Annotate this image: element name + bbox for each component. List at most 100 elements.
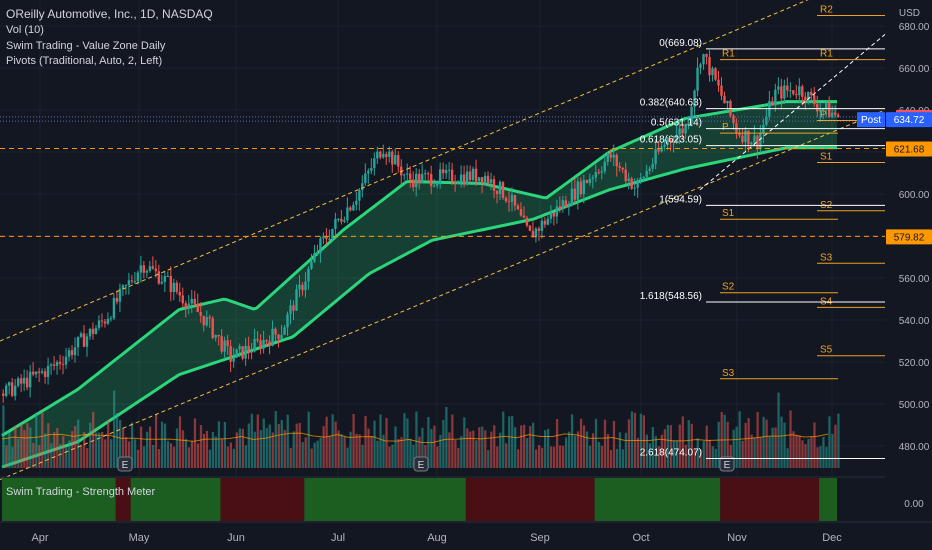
candle-body — [208, 317, 211, 319]
value-zone-fill — [2, 101, 838, 467]
volume-bar — [23, 430, 26, 468]
volume-bar — [292, 431, 295, 468]
volume-bar — [361, 444, 364, 468]
candle-body — [726, 100, 729, 104]
volume-bar — [2, 405, 5, 468]
volume-bar — [606, 434, 610, 468]
candle-body — [142, 265, 146, 273]
pivot-right-label-s5: S5 — [820, 345, 833, 356]
candle-body — [190, 298, 193, 304]
volume-bar — [762, 416, 765, 468]
volume-bar — [753, 437, 756, 468]
candle-body — [49, 364, 53, 366]
volume-bar — [355, 433, 358, 468]
volume-bar — [729, 444, 732, 468]
candle-body — [271, 328, 274, 346]
candle-body — [600, 171, 603, 173]
candle-body — [615, 154, 618, 167]
volume-bar — [196, 443, 200, 468]
candle-body — [819, 109, 822, 112]
candle-body — [642, 177, 645, 179]
indicator-value-zone-label[interactable]: Swim Trading - Value Zone Daily — [6, 40, 166, 52]
volume-bar — [373, 420, 376, 468]
candle-body — [76, 336, 80, 348]
volume-bar — [570, 414, 574, 468]
volume-bar — [346, 447, 349, 468]
candle-body — [651, 163, 654, 169]
volume-bar — [690, 423, 693, 468]
candle-body — [139, 265, 143, 273]
volume-bar — [801, 440, 804, 468]
candle-body — [750, 142, 753, 145]
candle-body — [804, 96, 807, 102]
volume-bar — [561, 445, 565, 468]
candle-body — [720, 85, 723, 96]
volume-bar — [765, 419, 768, 468]
candle-body — [193, 298, 196, 305]
candle-body — [633, 187, 636, 189]
volume-bar — [169, 443, 173, 468]
volume-bar — [133, 439, 137, 468]
candle-body — [361, 183, 364, 191]
volume-bar — [454, 440, 457, 468]
volume-bar — [187, 447, 191, 468]
candle-body — [286, 314, 289, 328]
candle-body — [756, 135, 759, 149]
candle-body — [256, 338, 259, 341]
trend-channel-lower — [0, 109, 886, 481]
indicator-volume-label[interactable]: Vol (10) — [6, 24, 44, 36]
volume-bar — [819, 446, 822, 468]
candle-body — [831, 112, 834, 118]
volume-bar — [777, 392, 780, 468]
fib-label-2.618: 2.618(474.07) — [640, 447, 702, 458]
volume-bar — [388, 446, 391, 468]
volume-bar — [283, 429, 286, 468]
candle-body — [196, 304, 199, 312]
volume-bar — [487, 449, 490, 468]
candle-body — [555, 206, 559, 217]
volume-bar — [217, 421, 221, 468]
volume-bar — [107, 420, 110, 468]
candle-body — [432, 185, 436, 187]
candle-body — [537, 228, 541, 231]
volume-bar — [612, 421, 616, 468]
volume-bar — [549, 446, 553, 468]
volume-ma — [1, 432, 829, 444]
candle-body — [91, 328, 95, 334]
volume-bar — [618, 432, 622, 468]
candle-body — [522, 215, 526, 218]
candle-body — [52, 364, 56, 366]
volume-bar — [448, 432, 451, 468]
volume-bar — [47, 423, 50, 468]
strength-meter-label[interactable]: Swim Trading - Strength Meter — [6, 486, 156, 498]
candle-body — [397, 155, 400, 167]
trend-line-white — [699, 34, 886, 191]
volume-bar — [684, 444, 687, 468]
strength-meter-segment-bull — [2, 478, 116, 521]
candle-body — [64, 356, 68, 365]
volume-bar — [122, 427, 125, 468]
indicator-pivots-label[interactable]: Pivots (Traditional, Auto, 2, Left) — [6, 55, 163, 67]
volume-bar — [382, 434, 385, 468]
candle-body — [624, 169, 627, 181]
volume-bar — [214, 436, 218, 468]
volume-bar — [672, 440, 675, 468]
candle-body — [741, 135, 744, 143]
candle-body — [465, 171, 469, 185]
time-tick-label: Oct — [632, 532, 649, 544]
candle-body — [723, 95, 726, 104]
volume-bar — [792, 431, 795, 468]
volume-bar — [250, 413, 253, 468]
candle-body — [121, 285, 125, 289]
volume-bar — [56, 428, 59, 468]
volume-bar — [621, 449, 625, 468]
strength-meter-segment-bear — [115, 478, 131, 521]
volume-bar — [83, 431, 86, 468]
volume-bar — [391, 444, 394, 468]
candle-body — [438, 169, 442, 183]
volume-bar — [262, 418, 265, 468]
volume-bar — [538, 445, 541, 468]
volume-bar — [301, 441, 304, 468]
volume-bar — [771, 427, 774, 468]
